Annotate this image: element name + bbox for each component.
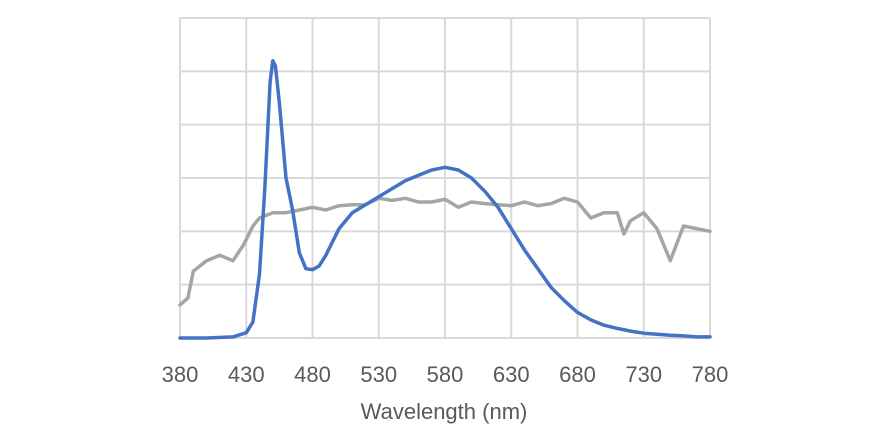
x-axis-title: Wavelength (nm) (361, 399, 528, 424)
x-axis-tick-labels: 380 430 480 530 580 630 680 730 780 (162, 362, 729, 387)
x-tick-label: 680 (559, 362, 596, 387)
x-tick-label: 780 (692, 362, 729, 387)
x-tick-label: 730 (625, 362, 662, 387)
x-tick-label: 530 (360, 362, 397, 387)
series-line-2 (178, 196, 712, 307)
x-tick-label: 630 (493, 362, 530, 387)
x-tick-label: 580 (427, 362, 464, 387)
x-tick-label: 430 (228, 362, 265, 387)
series-line-1 (178, 58, 712, 340)
x-tick-label: 480 (294, 362, 331, 387)
x-tick-label: 380 (162, 362, 199, 387)
series-layer (178, 58, 712, 340)
